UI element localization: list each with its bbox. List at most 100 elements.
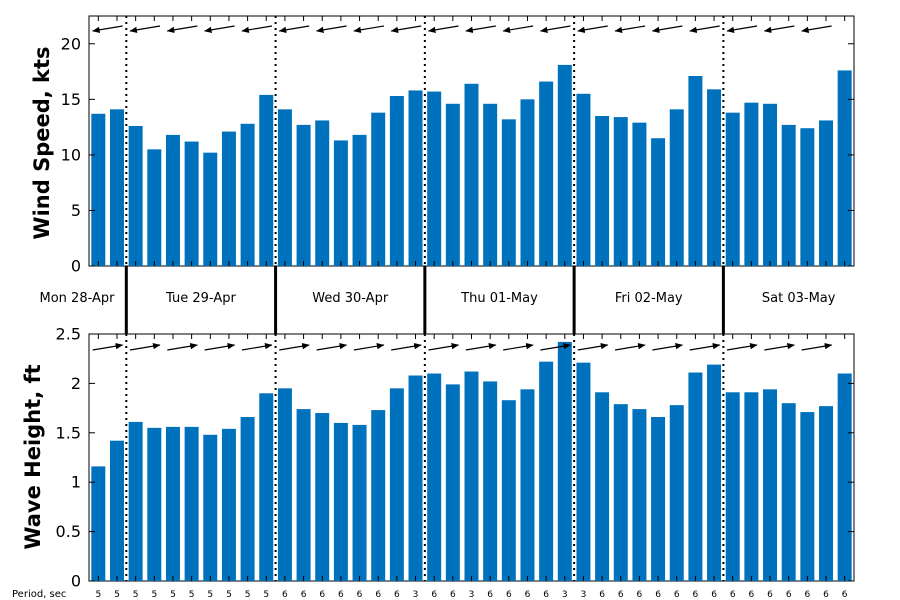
wind-direction-arrow xyxy=(390,25,422,34)
period-value: 6 xyxy=(655,590,661,600)
wave-direction-arrow xyxy=(801,342,833,351)
wind-bar xyxy=(688,76,703,266)
wind-bar xyxy=(483,103,498,266)
wave-bar xyxy=(147,427,162,581)
day-label-band: Mon 28-Apr Tue 29-Apr Wed 30-Apr Thu 01-May… xyxy=(40,266,836,334)
wind-direction-arrow xyxy=(763,25,795,34)
wind-bar xyxy=(763,103,778,266)
wind-bar xyxy=(240,123,255,266)
wave-bar xyxy=(333,422,348,581)
wind-bar xyxy=(296,124,311,266)
period-value: 5 xyxy=(114,590,120,600)
period-value: 6 xyxy=(487,590,493,600)
wind-bar xyxy=(315,120,330,266)
wave-direction-arrow xyxy=(92,342,124,351)
wave-bar xyxy=(296,409,311,581)
period-value: 3 xyxy=(413,590,419,600)
wave-bar xyxy=(408,375,423,581)
wave-bar xyxy=(651,416,666,581)
wave-height-panel: 0 0.5 1 1.5 2 2.5 Wave Height, ft xyxy=(21,325,855,591)
period-value: 6 xyxy=(674,590,680,600)
wind-bar xyxy=(800,128,815,266)
wave-bar xyxy=(259,393,274,581)
wind-bar xyxy=(501,119,516,266)
wind-bar xyxy=(781,124,796,266)
wave-bar xyxy=(91,466,106,581)
wave-y-axis-label: Wave Height, ft xyxy=(21,364,45,549)
wave-bar xyxy=(576,362,591,581)
period-value: 6 xyxy=(730,590,736,600)
wind-direction-arrow xyxy=(465,25,496,34)
wave-y-tick-label: 0.5 xyxy=(56,522,81,541)
day-label: Wed 30-Apr xyxy=(312,291,389,306)
wind-bar xyxy=(352,134,367,266)
period-value: 6 xyxy=(375,590,381,600)
wind-bar xyxy=(389,96,404,266)
day-label: Thu 01-May xyxy=(460,291,538,306)
wave-bar xyxy=(221,428,236,581)
wind-bar xyxy=(539,81,554,266)
wind-bar xyxy=(707,89,722,266)
wave-bar xyxy=(464,371,479,581)
wind-y-axis-label: Wind Speed, kts xyxy=(30,46,54,239)
wind-speed-panel: 0 5 10 15 20 Wind Speed, kts xyxy=(30,15,855,276)
wind-direction-arrow xyxy=(428,25,459,34)
wind-direction-arrow xyxy=(689,25,720,34)
wave-direction-arrow xyxy=(726,342,758,351)
wind-bar xyxy=(165,134,180,266)
period-value: 5 xyxy=(151,590,157,600)
period-value: 5 xyxy=(245,590,251,600)
period-value: 6 xyxy=(357,590,363,600)
wind-y-tick-label: 5 xyxy=(71,201,81,220)
wind-bar xyxy=(109,109,124,266)
wind-bar xyxy=(613,117,628,266)
day-label: Mon 28-Apr xyxy=(40,291,116,306)
wave-bar xyxy=(688,372,703,581)
wave-direction-arrow xyxy=(540,342,571,351)
period-value: 5 xyxy=(170,590,176,600)
wave-direction-arrow xyxy=(279,342,310,351)
period-value: 6 xyxy=(637,590,643,600)
wave-bar xyxy=(277,388,292,581)
period-value: 6 xyxy=(823,590,829,600)
wind-bar xyxy=(595,116,610,266)
wind-bar xyxy=(837,70,852,266)
period-value: 6 xyxy=(711,590,717,600)
wind-direction-arrow xyxy=(801,25,832,34)
wind-bar xyxy=(277,109,292,266)
wave-bar xyxy=(800,412,815,581)
wind-direction-arrow xyxy=(353,25,384,34)
wind-bar xyxy=(744,102,759,266)
wave-bar xyxy=(109,440,124,581)
period-value: 3 xyxy=(562,590,568,600)
period-value: 6 xyxy=(301,590,307,600)
wind-bar xyxy=(576,93,591,266)
wave-bar xyxy=(427,373,442,581)
wind-bar xyxy=(557,64,572,266)
period-value: 3 xyxy=(581,590,587,600)
wind-bar xyxy=(520,99,535,266)
period-value: 6 xyxy=(599,590,605,600)
period-value: 6 xyxy=(842,590,848,600)
wave-direction-arrow xyxy=(577,342,609,351)
wind-bar xyxy=(669,109,684,266)
period-value: 5 xyxy=(95,590,101,600)
wind-y-tick-label: 10 xyxy=(61,145,81,164)
wave-bar xyxy=(819,406,834,581)
wave-y-tick-label: 2.5 xyxy=(56,325,81,344)
wave-direction-arrow xyxy=(652,342,683,351)
wave-bar xyxy=(613,404,628,581)
wave-bar xyxy=(352,424,367,581)
period-value: 5 xyxy=(133,590,139,600)
wave-bar xyxy=(725,392,740,581)
period-value: 6 xyxy=(767,590,773,600)
wave-direction-arrow xyxy=(204,342,236,351)
day-label: Sat 03-May xyxy=(762,291,836,306)
wave-bar xyxy=(595,392,610,581)
wind-direction-arrow xyxy=(241,25,273,34)
wind-bar xyxy=(371,112,386,266)
wave-bar xyxy=(389,388,404,581)
wave-y-tick-label: 1 xyxy=(71,473,81,492)
wind-direction-arrow xyxy=(651,25,683,34)
